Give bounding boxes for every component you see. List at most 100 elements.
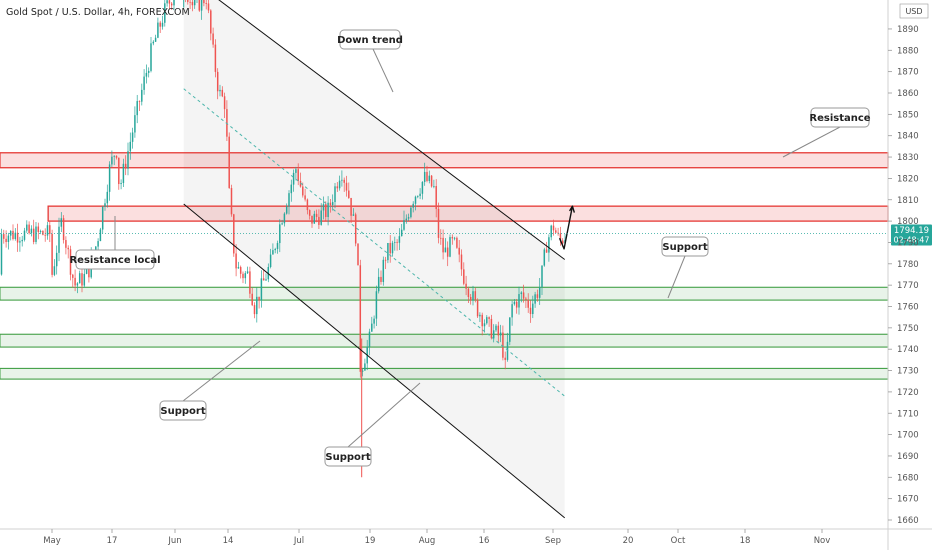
candle xyxy=(481,314,483,327)
candle xyxy=(67,247,69,250)
candle xyxy=(49,225,51,234)
candle xyxy=(359,265,362,372)
support-zone[interactable] xyxy=(0,333,889,348)
candle xyxy=(304,195,306,200)
x-tick-label: 19 xyxy=(365,536,376,546)
candle xyxy=(83,273,86,286)
y-tick-label: 1710 xyxy=(897,409,919,419)
candle xyxy=(396,241,398,243)
candle xyxy=(207,3,210,11)
annotation-callout[interactable]: Down trend xyxy=(337,29,403,93)
candle xyxy=(134,115,136,133)
candle xyxy=(405,218,408,221)
candle xyxy=(495,325,497,331)
y-tick-label: 1660 xyxy=(897,516,919,526)
channel-lower-line[interactable] xyxy=(183,203,566,519)
y-tick-label: 1730 xyxy=(897,367,919,377)
candle xyxy=(538,287,541,298)
callout-pointer xyxy=(667,255,686,299)
candle xyxy=(141,89,143,102)
currency-label: USD xyxy=(905,7,922,16)
annotation-callout[interactable]: Resistance xyxy=(782,107,871,158)
candle xyxy=(200,0,203,11)
candle xyxy=(320,210,322,225)
candle xyxy=(543,249,546,266)
candle xyxy=(205,3,207,4)
candle xyxy=(338,180,341,189)
candle xyxy=(39,230,42,232)
candle xyxy=(159,22,161,27)
channel-upper-line[interactable] xyxy=(184,0,566,260)
x-tick-label: Nov xyxy=(814,536,831,546)
candle xyxy=(502,332,504,358)
candle xyxy=(437,208,440,238)
candle xyxy=(5,238,7,243)
candle xyxy=(274,248,276,251)
candle xyxy=(147,70,150,73)
candle xyxy=(88,268,90,278)
candle xyxy=(99,229,102,242)
annotation-callout[interactable]: Support xyxy=(324,382,421,467)
x-tick-label: 20 xyxy=(623,536,634,546)
candle xyxy=(60,218,63,227)
candle xyxy=(334,186,336,203)
callout-label: Down trend xyxy=(337,35,403,46)
candle xyxy=(467,288,470,297)
support-zone[interactable] xyxy=(0,286,889,301)
candle xyxy=(389,242,391,254)
last-price-tag xyxy=(891,224,932,246)
candle xyxy=(62,218,65,241)
candle xyxy=(377,276,380,292)
currency-badge[interactable] xyxy=(899,3,929,19)
candle xyxy=(488,317,490,319)
candle xyxy=(115,155,118,158)
candle xyxy=(394,241,396,243)
channel-background xyxy=(183,0,565,518)
candle xyxy=(19,241,21,243)
candle xyxy=(97,241,99,247)
candle xyxy=(138,101,141,102)
candle xyxy=(51,233,53,275)
candle xyxy=(118,157,120,185)
candle xyxy=(302,186,304,196)
y-tick-label: 1690 xyxy=(897,452,919,462)
candle xyxy=(400,229,403,237)
candle xyxy=(28,224,30,234)
annotation-callout[interactable]: Support xyxy=(159,340,261,421)
candle xyxy=(504,357,506,360)
candle xyxy=(382,259,385,282)
x-tick-label: Sep xyxy=(545,536,561,546)
support-zone[interactable] xyxy=(0,367,889,380)
candle xyxy=(108,164,111,192)
candle xyxy=(513,301,516,305)
candle xyxy=(313,213,316,224)
candle xyxy=(154,37,157,42)
callout-box xyxy=(324,446,372,467)
candle xyxy=(561,240,564,244)
candle xyxy=(42,230,44,235)
candle xyxy=(428,175,431,181)
resistance-zone[interactable] xyxy=(0,152,889,169)
candle xyxy=(444,247,447,253)
resistance-zone[interactable] xyxy=(47,205,889,222)
y-tick-label: 1720 xyxy=(897,388,919,398)
candle xyxy=(150,43,152,71)
candle xyxy=(308,210,311,216)
y-tick-label: 1740 xyxy=(897,345,919,355)
last-price-value: 1794.19 xyxy=(894,226,929,236)
candle xyxy=(435,186,437,209)
candle xyxy=(499,332,502,336)
y-tick-label: 1840 xyxy=(897,132,919,142)
candle xyxy=(375,291,378,319)
callout-pointer xyxy=(372,48,394,93)
projection-arrow[interactable] xyxy=(558,205,576,250)
candle xyxy=(433,186,435,187)
candle xyxy=(474,291,477,300)
annotation-callout[interactable]: Resistance local xyxy=(69,216,161,270)
annotation-callout[interactable]: Support xyxy=(661,236,709,299)
candle xyxy=(189,1,191,3)
candle xyxy=(226,109,228,137)
candle xyxy=(384,259,387,261)
candle xyxy=(315,213,318,217)
